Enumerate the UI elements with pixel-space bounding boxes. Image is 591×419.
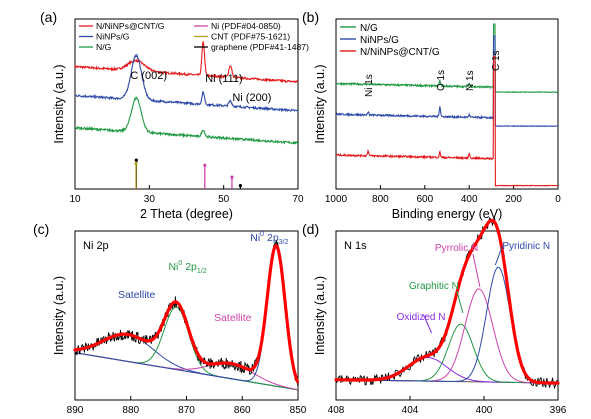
x-axis-label: 2 Theta (degree) <box>140 207 233 221</box>
peak-annotation: Ni (200) <box>232 92 271 104</box>
peak-annotation: Ni (111) <box>205 73 243 85</box>
y-axis-label: Intensity (a.u.) <box>313 64 327 143</box>
x-tick-label: 404 <box>402 405 419 416</box>
annotation-leader <box>494 245 503 266</box>
legend-label: N/G <box>96 42 112 52</box>
reference-stick-cap <box>230 175 234 179</box>
peak-annotation: Ni 1s <box>364 74 375 97</box>
x-tick-label: 400 <box>461 194 478 205</box>
peak-annotation: C (002) <box>130 70 167 82</box>
panel-title: Ni 2p <box>83 240 109 252</box>
reference-stick-cap <box>134 161 138 166</box>
annotation-superscript: 0 <box>178 260 182 267</box>
panel-label: (d) <box>302 221 319 237</box>
legend-label: N/NiNPs@CNT/G <box>96 21 165 31</box>
panel-label: (a) <box>40 9 57 25</box>
annotation-leader <box>456 290 464 314</box>
x-tick-label: 870 <box>178 405 195 416</box>
x-tick-label: 200 <box>505 194 522 205</box>
peak-annotation: N 1s <box>465 70 476 91</box>
x-tick-label: 890 <box>67 405 84 416</box>
series-line <box>335 55 559 187</box>
panel-label: (c) <box>33 221 49 237</box>
y-axis-label: Intensity (a.u.) <box>313 276 327 355</box>
peak-annotation: Ni0 2p3/2 <box>250 231 288 246</box>
x-tick-label: 880 <box>122 405 139 416</box>
peak-annotation: Pyridinic N <box>502 241 550 252</box>
x-tick-label: 10 <box>69 194 81 205</box>
legend-label: Ni (PDF#04-0850) <box>211 21 281 31</box>
reference-stick-cap <box>238 184 242 188</box>
x-tick-label: 70 <box>292 194 304 205</box>
series-line <box>335 35 559 128</box>
legend-label: NiNPs/G <box>96 32 130 42</box>
panel-d: (d)408404400396Binding energy (eV)Intens… <box>302 216 567 419</box>
peak-annotation: Satellite <box>214 312 252 324</box>
peak-annotation: Satellite <box>118 289 156 301</box>
x-tick-label: 396 <box>550 405 567 416</box>
x-tick-label: 0 <box>555 194 561 205</box>
x-tick-label: 408 <box>328 405 345 416</box>
legend-label: NiNPs/G <box>360 35 399 46</box>
annotation-subscript: 3/2 <box>279 239 289 246</box>
x-tick-label: 1000 <box>325 194 348 205</box>
panel-title: N 1s <box>344 240 367 252</box>
panel-label: (b) <box>302 9 319 25</box>
x-tick-label: 30 <box>144 194 156 205</box>
y-axis-label: Intensity (a.u.) <box>52 64 66 143</box>
legend-label: CNT (PDF#75-1621) <box>211 32 290 42</box>
peak-annotation: Pyrrolic N <box>435 243 478 254</box>
x-axis-label: Binding energy (eV) <box>392 207 502 221</box>
panel-a: (a) 10 30 50 70 2 Theta (degree) Intensity (a.… <box>40 9 309 221</box>
panel-c: (c)890880870860850Binding energy (eV)Int… <box>33 221 307 419</box>
series-line <box>335 23 559 94</box>
fit-component <box>74 333 298 391</box>
legend-label: N/NiNPs@CNT/G <box>360 47 440 58</box>
panel-frame <box>335 230 559 401</box>
panel-b: (b) 1000 800 600 400 200 0 Binding energy (eV) I… <box>302 9 561 221</box>
y-axis-label: Intensity (a.u.) <box>52 276 66 355</box>
fit-envelope <box>73 244 300 384</box>
annotation-part: 2p <box>264 232 279 244</box>
x-tick-label: 800 <box>372 194 389 205</box>
peak-annotation: C 1s <box>491 50 502 71</box>
x-tick-label: 860 <box>234 405 251 416</box>
panel-frame <box>335 18 559 190</box>
peak-annotation: O 1s <box>436 70 447 91</box>
series-line <box>74 95 299 145</box>
annotation-part: 2p <box>182 261 197 273</box>
annotation-subscript: 1/2 <box>197 268 207 275</box>
annotation-leader <box>472 253 481 288</box>
series-line <box>74 52 299 113</box>
reference-stick-cap <box>134 158 138 162</box>
x-tick-label: 850 <box>290 405 307 416</box>
reference-stick-cap <box>203 163 207 167</box>
panel-frame <box>74 18 299 190</box>
x-tick-label: 400 <box>476 405 493 416</box>
legend-label: graphene (PDF#41-1487) <box>211 42 309 52</box>
legend-label: N/G <box>360 23 378 34</box>
fit-envelope <box>334 218 560 385</box>
peak-annotation: Oxidized N <box>397 312 446 323</box>
annotation-part: Ni <box>250 232 260 244</box>
annotation-superscript: 0 <box>260 231 264 238</box>
annotation-part: Ni <box>168 261 178 273</box>
x-tick-label: 600 <box>416 194 433 205</box>
peak-annotation: Graphitic N <box>409 281 459 292</box>
x-tick-label: 50 <box>218 194 230 205</box>
annotation-leader <box>423 314 433 334</box>
series-line <box>74 41 299 84</box>
peak-annotation: Ni0 2p1/2 <box>168 260 206 275</box>
